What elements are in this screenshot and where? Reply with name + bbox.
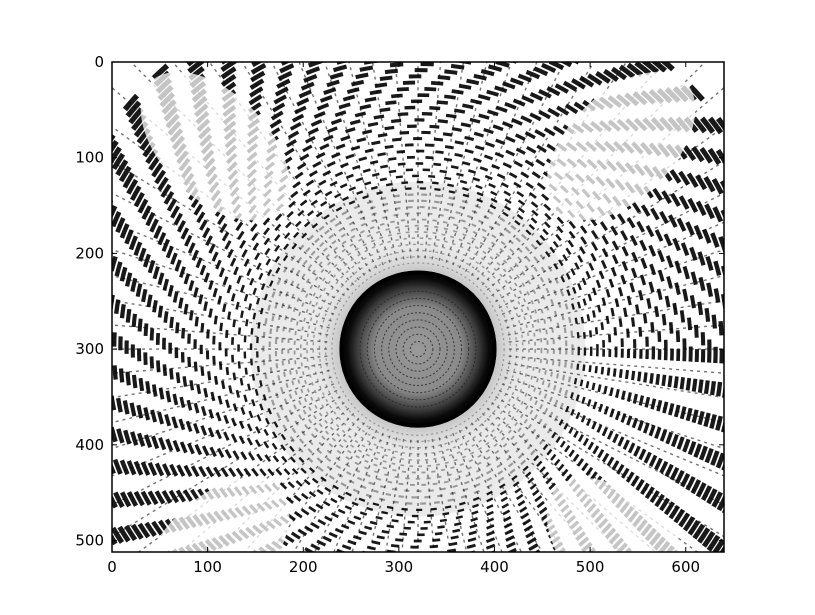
- x-tick-label: 200: [289, 558, 318, 576]
- x-tick-label: 0: [107, 558, 117, 576]
- x-tick-label: 600: [671, 558, 700, 576]
- y-tick-label: 400: [75, 436, 104, 454]
- y-tick-label: 0: [94, 53, 104, 71]
- y-tick-label: 100: [75, 149, 104, 167]
- x-tick-label: 400: [480, 558, 509, 576]
- x-tick-label: 500: [576, 558, 605, 576]
- y-tick-label: 500: [75, 532, 104, 550]
- x-tick-label: 300: [385, 558, 414, 576]
- x-tick-label: 100: [193, 558, 222, 576]
- y-tick-label: 300: [75, 340, 104, 358]
- y-tick-label: 200: [75, 244, 104, 262]
